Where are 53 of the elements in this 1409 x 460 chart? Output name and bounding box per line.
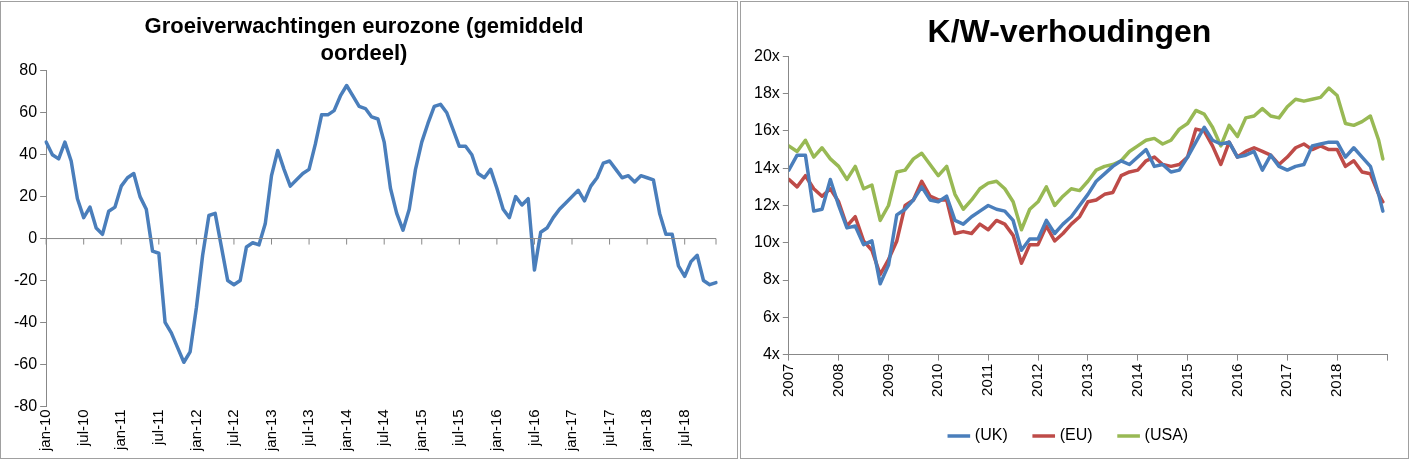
x-tick-label: jul-17 bbox=[599, 409, 617, 447]
x-tick-label: 2015 bbox=[1177, 363, 1195, 398]
x-tick-label: 2012 bbox=[1028, 363, 1046, 398]
x-tick-label: 2010 bbox=[928, 363, 946, 398]
x-tick-label: jan-13 bbox=[261, 409, 279, 453]
y-tick-label: 20 bbox=[19, 187, 38, 205]
x-tick-label: 2011 bbox=[978, 363, 996, 396]
x-tick-label: jul-14 bbox=[374, 409, 392, 447]
x-tick-label: 2014 bbox=[1127, 363, 1145, 398]
legend-label: (USA) bbox=[1144, 426, 1189, 444]
x-tick-label: jan-16 bbox=[487, 409, 505, 453]
y-tick-label: 12x bbox=[754, 195, 780, 213]
y-tick-label: 40 bbox=[19, 145, 38, 163]
y-tick-label: 80 bbox=[19, 61, 38, 79]
x-tick-label: jul-15 bbox=[449, 409, 467, 447]
y-tick-label: 6x bbox=[762, 307, 780, 325]
y-tick-label: 60 bbox=[19, 103, 38, 121]
x-tick-label: jan-17 bbox=[562, 409, 580, 453]
y-tick-label: 10x bbox=[754, 233, 780, 251]
x-tick-label: jan-10 bbox=[36, 409, 54, 453]
y-tick-label: -20 bbox=[14, 270, 38, 288]
chart-title: Groeiverwachtingen eurozone (gemiddeld oordeel) bbox=[144, 13, 584, 65]
x-tick-label: 2008 bbox=[828, 363, 846, 398]
x-tick-label: jan-12 bbox=[186, 409, 204, 453]
y-tick-label: 14x bbox=[754, 158, 780, 176]
x-tick-label: jan-11 bbox=[111, 409, 129, 451]
x-tick-label: jan-18 bbox=[637, 409, 655, 453]
x-tick-label: jul-11 bbox=[148, 409, 166, 446]
x-tick-label: jul-18 bbox=[674, 409, 692, 447]
y-tick-label: 0 bbox=[28, 228, 38, 246]
chart-title: K/W-verhoudingen bbox=[927, 13, 1212, 50]
x-tick-label: jan-14 bbox=[336, 409, 354, 453]
y-tick-label: 16x bbox=[754, 121, 780, 139]
legend-label: (EU) bbox=[1059, 426, 1093, 444]
y-tick-label: 18x bbox=[754, 84, 780, 102]
x-tick-label: 2009 bbox=[878, 363, 896, 398]
x-tick-label: 2013 bbox=[1078, 363, 1096, 398]
x-tick-label: jul-10 bbox=[73, 409, 91, 447]
x-tick-label: 2016 bbox=[1227, 363, 1245, 398]
y-tick-label: 20x bbox=[754, 46, 780, 64]
legend-label: (UK) bbox=[974, 426, 1008, 444]
y-tick-label: 8x bbox=[762, 270, 780, 288]
x-tick-label: 2017 bbox=[1277, 363, 1295, 398]
y-tick-label: -40 bbox=[14, 312, 38, 330]
x-tick-label: jan-15 bbox=[411, 409, 429, 453]
x-tick-label: 2007 bbox=[778, 363, 796, 398]
x-tick-label: 2018 bbox=[1327, 363, 1345, 398]
x-tick-label: jul-16 bbox=[524, 409, 542, 447]
x-tick-label: jul-13 bbox=[299, 409, 317, 447]
y-tick-label: -60 bbox=[14, 354, 38, 372]
x-tick-label: jul-12 bbox=[224, 409, 242, 447]
y-tick-label: -80 bbox=[14, 396, 38, 414]
y-tick-label: 4x bbox=[762, 345, 780, 363]
